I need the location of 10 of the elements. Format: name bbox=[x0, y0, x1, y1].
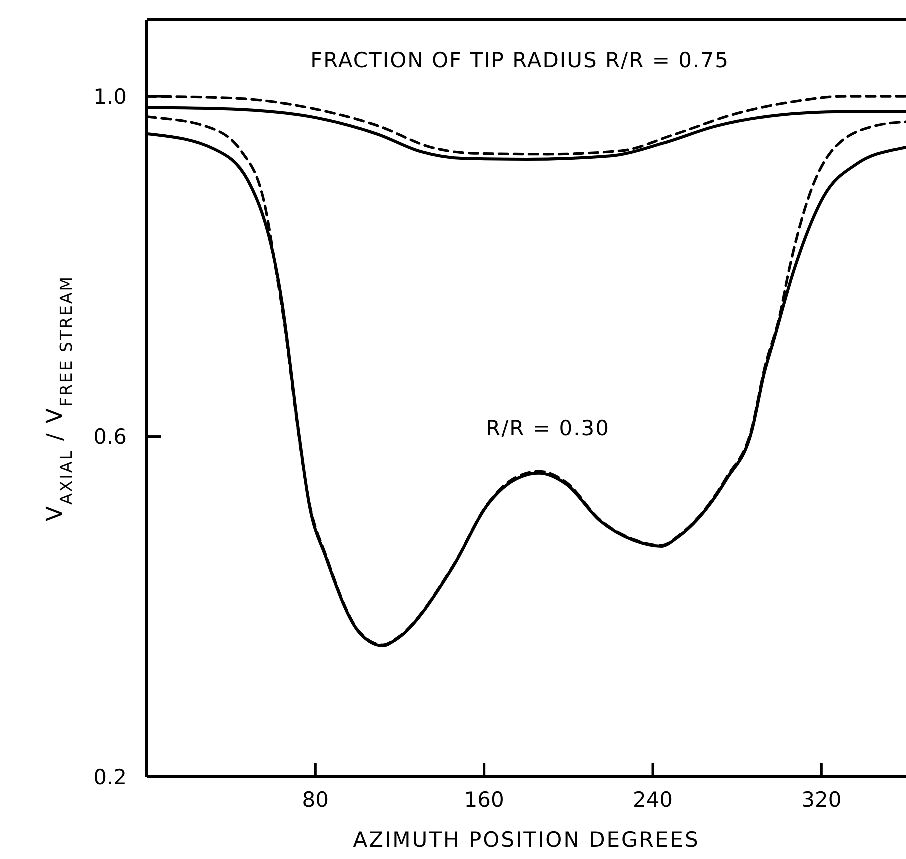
annotation: R/R = 0.30 bbox=[486, 416, 610, 440]
y-tick-label: 1.0 bbox=[94, 84, 127, 109]
y-tick-label: 0.2 bbox=[94, 765, 127, 790]
annotation: FRACTION OF TIP RADIUS R/R = 0.75 bbox=[310, 48, 730, 72]
x-tick-label: 320 bbox=[802, 788, 842, 812]
y-tick-label: 0.6 bbox=[94, 425, 127, 450]
x-tick-label: 160 bbox=[464, 788, 504, 812]
x-tick-label: 240 bbox=[632, 788, 674, 812]
x-axis-title: AZIMUTH POSITION DEGREES bbox=[353, 828, 700, 852]
x-tick-label: 80 bbox=[302, 788, 330, 812]
